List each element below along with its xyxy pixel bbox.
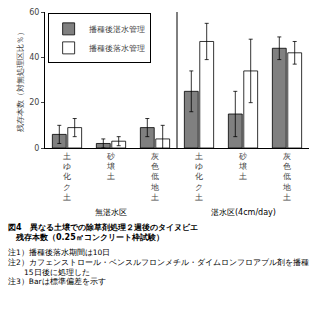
svg-text:播種後湛水管理: 播種後湛水管理 xyxy=(89,25,145,34)
svg-text:土ゆ化ク土: 土ゆ化ク土 xyxy=(195,152,203,203)
svg-text:無湛水区: 無湛水区 xyxy=(95,208,127,217)
svg-text:20: 20 xyxy=(29,98,39,107)
svg-text:湛水区(4cm/day): 湛水区(4cm/day) xyxy=(211,208,276,217)
svg-text:砂壌土: 砂壌土 xyxy=(106,152,115,182)
svg-text:灰色低地土: 灰色低地土 xyxy=(282,152,291,203)
svg-text:図4 異なる土壌での除草剤処理２週後のタイヌビエ 残存本数（: 図4 異なる土壌での除草剤処理２週後のタイヌビエ 残存本数（0.25㎡コンクリー… xyxy=(8,222,198,242)
svg-text:砂壌土: 砂壌土 xyxy=(238,152,247,182)
svg-text:60: 60 xyxy=(29,8,39,17)
svg-text:灰色低地土: 灰色低地土 xyxy=(150,152,159,203)
svg-text:播種後落水管理: 播種後落水管理 xyxy=(89,44,145,53)
svg-text:残存本数（対無処理区比％）: 残存本数（対無処理区比％） xyxy=(16,28,25,132)
svg-text:0: 0 xyxy=(34,144,39,153)
svg-text:注1）播種後落水期間は10日注2）カフェンストロール・ベンス: 注1）播種後落水期間は10日注2）カフェンストロール・ベンスルフロンメチル・ダイ… xyxy=(8,248,309,286)
svg-text:土ゆ化ク土: 土ゆ化ク土 xyxy=(63,152,71,203)
svg-text:40: 40 xyxy=(29,53,39,62)
